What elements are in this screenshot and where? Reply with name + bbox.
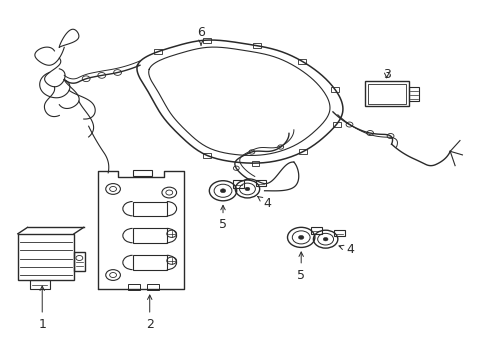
Bar bbox=[133, 255, 167, 270]
Bar bbox=[251, 161, 259, 166]
Bar bbox=[128, 284, 140, 290]
Bar bbox=[18, 234, 74, 280]
Bar bbox=[147, 284, 159, 290]
Bar bbox=[331, 87, 339, 91]
Bar bbox=[333, 122, 341, 127]
Bar bbox=[299, 149, 307, 154]
Circle shape bbox=[323, 237, 328, 241]
Text: 2: 2 bbox=[146, 295, 154, 331]
Circle shape bbox=[298, 235, 304, 239]
Bar bbox=[368, 84, 406, 104]
Text: 1: 1 bbox=[38, 286, 46, 331]
Bar bbox=[154, 49, 162, 54]
Bar bbox=[133, 170, 152, 176]
Bar bbox=[203, 153, 211, 158]
Bar bbox=[409, 87, 419, 101]
Circle shape bbox=[245, 187, 250, 191]
Bar bbox=[233, 180, 244, 188]
Bar bbox=[298, 59, 306, 64]
Text: 5: 5 bbox=[219, 206, 227, 231]
Bar bbox=[311, 227, 322, 234]
Text: 4: 4 bbox=[339, 243, 354, 256]
Circle shape bbox=[220, 189, 226, 193]
Text: 6: 6 bbox=[197, 27, 205, 45]
Bar bbox=[334, 230, 344, 237]
Bar bbox=[74, 252, 85, 271]
Bar bbox=[256, 180, 267, 186]
Bar bbox=[365, 81, 409, 107]
Text: 4: 4 bbox=[258, 197, 271, 210]
Bar bbox=[203, 37, 211, 42]
Bar bbox=[253, 43, 261, 48]
Text: 3: 3 bbox=[383, 68, 391, 81]
Text: 5: 5 bbox=[297, 252, 305, 282]
Bar bbox=[30, 280, 49, 289]
Bar bbox=[133, 202, 167, 216]
Bar bbox=[133, 228, 167, 243]
